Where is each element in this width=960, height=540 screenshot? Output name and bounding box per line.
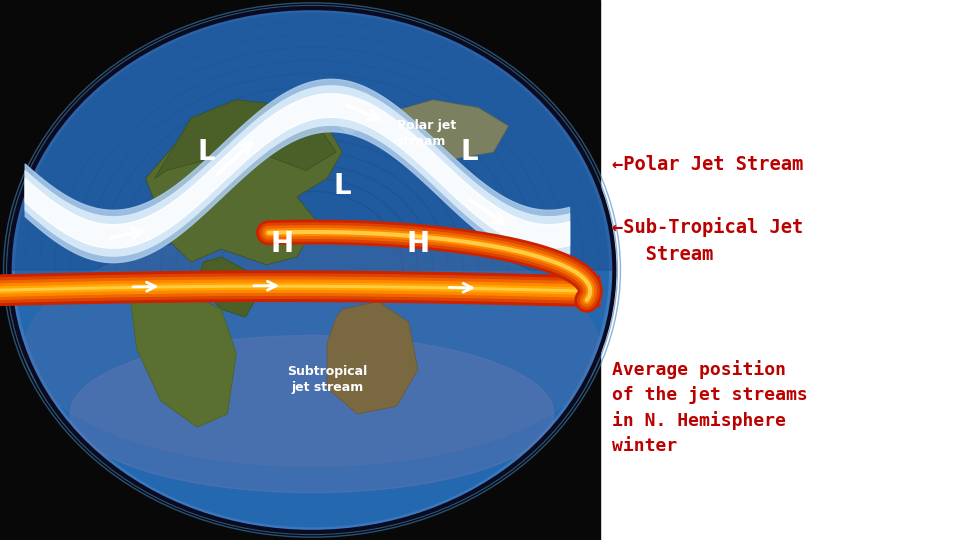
- Ellipse shape: [15, 12, 609, 528]
- Ellipse shape: [115, 100, 509, 440]
- Ellipse shape: [157, 137, 467, 403]
- Ellipse shape: [31, 26, 593, 514]
- Ellipse shape: [73, 63, 551, 477]
- Polygon shape: [327, 301, 418, 414]
- Ellipse shape: [41, 36, 583, 504]
- Ellipse shape: [15, 14, 609, 526]
- Text: Polar jet
stream: Polar jet stream: [396, 119, 456, 148]
- Ellipse shape: [210, 183, 414, 357]
- Ellipse shape: [153, 132, 471, 408]
- Ellipse shape: [168, 146, 456, 394]
- Bar: [0, 0, 600, 540]
- Ellipse shape: [105, 91, 519, 449]
- Ellipse shape: [26, 22, 598, 518]
- Ellipse shape: [216, 187, 408, 353]
- Ellipse shape: [184, 159, 440, 381]
- Ellipse shape: [205, 178, 419, 362]
- Ellipse shape: [58, 49, 566, 491]
- Ellipse shape: [132, 113, 492, 427]
- Ellipse shape: [68, 58, 556, 482]
- Ellipse shape: [147, 127, 477, 413]
- Ellipse shape: [10, 8, 614, 532]
- Ellipse shape: [174, 150, 450, 390]
- Polygon shape: [146, 107, 342, 265]
- Ellipse shape: [200, 173, 424, 367]
- Polygon shape: [10, 8, 614, 270]
- Ellipse shape: [25, 231, 599, 467]
- Ellipse shape: [52, 45, 572, 495]
- Text: L: L: [461, 138, 478, 166]
- Ellipse shape: [36, 31, 588, 509]
- Polygon shape: [327, 92, 378, 134]
- Polygon shape: [155, 100, 336, 178]
- Ellipse shape: [94, 82, 530, 458]
- Ellipse shape: [70, 335, 554, 492]
- Ellipse shape: [110, 95, 514, 445]
- Ellipse shape: [195, 168, 429, 372]
- Ellipse shape: [163, 141, 461, 399]
- Bar: [600, 0, 960, 540]
- Ellipse shape: [79, 68, 545, 472]
- Ellipse shape: [179, 155, 445, 385]
- Ellipse shape: [222, 192, 403, 349]
- Ellipse shape: [89, 77, 535, 463]
- Ellipse shape: [84, 72, 540, 468]
- Text: L: L: [198, 138, 215, 166]
- Ellipse shape: [100, 86, 524, 454]
- Polygon shape: [131, 283, 236, 427]
- Text: H: H: [270, 230, 294, 258]
- Ellipse shape: [62, 54, 562, 486]
- Ellipse shape: [20, 17, 604, 523]
- Text: Average position
of the jet streams
in N. Hemisphere
winter: Average position of the jet streams in N…: [612, 360, 808, 455]
- Text: Subtropical
jet stream: Subtropical jet stream: [287, 366, 368, 395]
- Ellipse shape: [126, 109, 498, 431]
- Ellipse shape: [142, 123, 482, 417]
- Text: ←Polar Jet Stream: ←Polar Jet Stream: [612, 155, 804, 174]
- Text: ←Sub-Tropical Jet
   Stream: ←Sub-Tropical Jet Stream: [612, 217, 804, 264]
- Ellipse shape: [47, 40, 577, 500]
- Polygon shape: [388, 100, 509, 160]
- Ellipse shape: [189, 164, 435, 376]
- Text: H: H: [406, 230, 429, 258]
- Polygon shape: [197, 257, 257, 317]
- Ellipse shape: [121, 104, 503, 436]
- Text: L: L: [333, 172, 351, 200]
- Ellipse shape: [136, 118, 488, 422]
